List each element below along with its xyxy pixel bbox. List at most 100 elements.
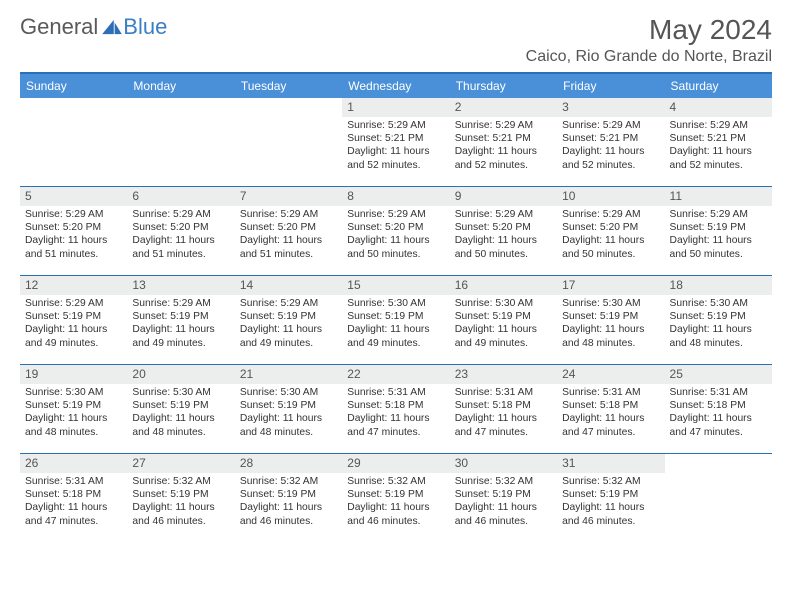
daylight-text: Daylight: 11 hours and 52 minutes. <box>347 145 445 171</box>
day-number: 30 <box>450 454 557 473</box>
daylight-text: Daylight: 11 hours and 48 minutes. <box>132 412 230 438</box>
sunrise-text: Sunrise: 5:29 AM <box>455 119 553 132</box>
sunset-text: Sunset: 5:18 PM <box>670 399 768 412</box>
day-cell <box>235 98 342 186</box>
day-number: 2 <box>450 98 557 117</box>
daylight-text: Daylight: 11 hours and 50 minutes. <box>347 234 445 260</box>
day-cell: 5 Sunrise: 5:29 AMSunset: 5:20 PMDaylight… <box>20 187 127 275</box>
sunrise-text: Sunrise: 5:32 AM <box>347 475 445 488</box>
day-details: Sunrise: 5:30 AMSunset: 5:19 PMDaylight:… <box>665 295 772 353</box>
sunset-text: Sunset: 5:19 PM <box>347 310 445 323</box>
day-number: 10 <box>557 187 664 206</box>
day-number: 23 <box>450 365 557 384</box>
sunrise-text: Sunrise: 5:29 AM <box>132 297 230 310</box>
day-details: Sunrise: 5:29 AMSunset: 5:19 PMDaylight:… <box>20 295 127 353</box>
day-cell: 15Sunrise: 5:30 AMSunset: 5:19 PMDayligh… <box>342 276 449 364</box>
day-cell: 20Sunrise: 5:30 AMSunset: 5:19 PMDayligh… <box>127 365 234 453</box>
sunset-text: Sunset: 5:19 PM <box>132 310 230 323</box>
sunset-text: Sunset: 5:21 PM <box>455 132 553 145</box>
day-cell: 1Sunrise: 5:29 AMSunset: 5:21 PMDaylight… <box>342 98 449 186</box>
day-details: Sunrise: 5:29 AMSunset: 5:20 PMDaylight:… <box>342 206 449 264</box>
sunrise-text: Sunrise: 5:30 AM <box>562 297 660 310</box>
day-cell: 2Sunrise: 5:29 AMSunset: 5:21 PMDaylight… <box>450 98 557 186</box>
sunrise-text: Sunrise: 5:29 AM <box>240 208 338 221</box>
daylight-text: Daylight: 11 hours and 47 minutes. <box>455 412 553 438</box>
day-number: 13 <box>127 276 234 295</box>
day-details: Sunrise: 5:29 AMSunset: 5:19 PMDaylight:… <box>665 206 772 264</box>
day-details: Sunrise: 5:30 AMSunset: 5:19 PMDaylight:… <box>342 295 449 353</box>
day-cell: 14Sunrise: 5:29 AMSunset: 5:19 PMDayligh… <box>235 276 342 364</box>
day-header: Sunday <box>20 74 127 98</box>
day-details: Sunrise: 5:30 AMSunset: 5:19 PMDaylight:… <box>235 384 342 442</box>
sunrise-text: Sunrise: 5:29 AM <box>670 119 768 132</box>
title-block: May 2024 Caico, Rio Grande do Norte, Bra… <box>526 14 772 66</box>
day-details: Sunrise: 5:29 AMSunset: 5:19 PMDaylight:… <box>235 295 342 353</box>
sunrise-text: Sunrise: 5:30 AM <box>670 297 768 310</box>
day-cell: 31Sunrise: 5:32 AMSunset: 5:19 PMDayligh… <box>557 454 664 542</box>
sunset-text: Sunset: 5:18 PM <box>25 488 123 501</box>
day-details: Sunrise: 5:31 AMSunset: 5:18 PMDaylight:… <box>557 384 664 442</box>
daylight-text: Daylight: 11 hours and 47 minutes. <box>670 412 768 438</box>
sunrise-text: Sunrise: 5:31 AM <box>562 386 660 399</box>
daylight-text: Daylight: 11 hours and 51 minutes. <box>25 234 123 260</box>
day-details: Sunrise: 5:32 AMSunset: 5:19 PMDaylight:… <box>342 473 449 531</box>
day-details: Sunrise: 5:32 AMSunset: 5:19 PMDaylight:… <box>450 473 557 531</box>
day-number: 16 <box>450 276 557 295</box>
day-cell: 19Sunrise: 5:30 AMSunset: 5:19 PMDayligh… <box>20 365 127 453</box>
sunset-text: Sunset: 5:20 PM <box>347 221 445 234</box>
sunset-text: Sunset: 5:19 PM <box>347 488 445 501</box>
sunrise-text: Sunrise: 5:29 AM <box>347 208 445 221</box>
sunset-text: Sunset: 5:20 PM <box>562 221 660 234</box>
day-cell: 16Sunrise: 5:30 AMSunset: 5:19 PMDayligh… <box>450 276 557 364</box>
day-number: 22 <box>342 365 449 384</box>
day-details: Sunrise: 5:30 AMSunset: 5:19 PMDaylight:… <box>127 384 234 442</box>
sunset-text: Sunset: 5:18 PM <box>347 399 445 412</box>
day-number: 15 <box>342 276 449 295</box>
day-number: 24 <box>557 365 664 384</box>
sunset-text: Sunset: 5:21 PM <box>562 132 660 145</box>
sunrise-text: Sunrise: 5:30 AM <box>25 386 123 399</box>
sunset-text: Sunset: 5:21 PM <box>670 132 768 145</box>
daylight-text: Daylight: 11 hours and 48 minutes. <box>562 323 660 349</box>
day-number: 11 <box>665 187 772 206</box>
day-number: 28 <box>235 454 342 473</box>
day-cell: 8Sunrise: 5:29 AMSunset: 5:20 PMDaylight… <box>342 187 449 275</box>
day-cell: 13Sunrise: 5:29 AMSunset: 5:19 PMDayligh… <box>127 276 234 364</box>
day-number: 31 <box>557 454 664 473</box>
sunset-text: Sunset: 5:19 PM <box>562 488 660 501</box>
daylight-text: Daylight: 11 hours and 48 minutes. <box>25 412 123 438</box>
calendar: SundayMondayTuesdayWednesdayThursdayFrid… <box>20 72 772 542</box>
day-cell: 26Sunrise: 5:31 AMSunset: 5:18 PMDayligh… <box>20 454 127 542</box>
day-cell: 23Sunrise: 5:31 AMSunset: 5:18 PMDayligh… <box>450 365 557 453</box>
day-number: 8 <box>342 187 449 206</box>
day-cell: 22Sunrise: 5:31 AMSunset: 5:18 PMDayligh… <box>342 365 449 453</box>
day-details: Sunrise: 5:29 AMSunset: 5:19 PMDaylight:… <box>127 295 234 353</box>
day-number: 4 <box>665 98 772 117</box>
week-row: 1Sunrise: 5:29 AMSunset: 5:21 PMDaylight… <box>20 98 772 186</box>
sunrise-text: Sunrise: 5:30 AM <box>347 297 445 310</box>
day-details: Sunrise: 5:31 AMSunset: 5:18 PMDaylight:… <box>342 384 449 442</box>
sunrise-text: Sunrise: 5:29 AM <box>670 208 768 221</box>
day-cell <box>20 98 127 186</box>
day-number: 14 <box>235 276 342 295</box>
brand-part2: Blue <box>123 14 167 40</box>
sunset-text: Sunset: 5:20 PM <box>455 221 553 234</box>
day-number: 1 <box>342 98 449 117</box>
sunset-text: Sunset: 5:18 PM <box>455 399 553 412</box>
day-details: Sunrise: 5:32 AMSunset: 5:19 PMDaylight:… <box>235 473 342 531</box>
day-header: Friday <box>557 74 664 98</box>
daylight-text: Daylight: 11 hours and 51 minutes. <box>240 234 338 260</box>
day-number: 20 <box>127 365 234 384</box>
day-header: Tuesday <box>235 74 342 98</box>
sunrise-text: Sunrise: 5:29 AM <box>25 208 123 221</box>
sunset-text: Sunset: 5:19 PM <box>455 488 553 501</box>
sunrise-text: Sunrise: 5:29 AM <box>240 297 338 310</box>
sunset-text: Sunset: 5:20 PM <box>25 221 123 234</box>
day-number: 5 <box>20 187 127 206</box>
sail-icon <box>101 19 123 35</box>
sunset-text: Sunset: 5:19 PM <box>25 310 123 323</box>
day-details: Sunrise: 5:29 AMSunset: 5:21 PMDaylight:… <box>557 117 664 175</box>
day-cell: 12Sunrise: 5:29 AMSunset: 5:19 PMDayligh… <box>20 276 127 364</box>
sunrise-text: Sunrise: 5:30 AM <box>455 297 553 310</box>
daylight-text: Daylight: 11 hours and 47 minutes. <box>347 412 445 438</box>
